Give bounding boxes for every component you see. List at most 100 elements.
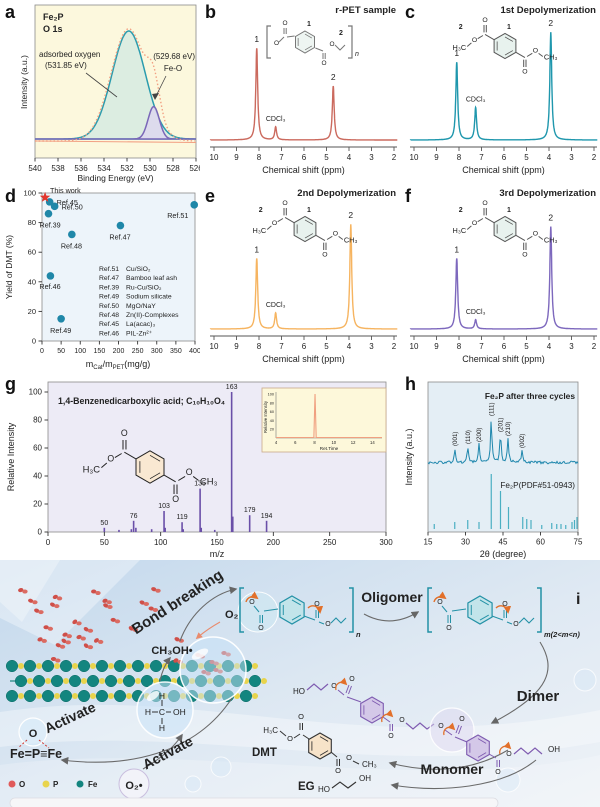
peak-label: CDCl₃ xyxy=(466,309,486,316)
hkl-label: (111) xyxy=(488,402,495,416)
double-bond xyxy=(371,714,381,720)
o2-molecule xyxy=(62,632,68,637)
fe-atom xyxy=(5,659,19,673)
bond xyxy=(293,733,301,739)
double-bond xyxy=(304,33,313,39)
legend-ref: Ref.45 xyxy=(99,321,119,328)
bond xyxy=(303,615,316,621)
annotation-line xyxy=(85,72,118,98)
y-tick-label: 100 xyxy=(29,388,43,397)
x-tick-label: 10 xyxy=(410,342,419,351)
x-tick-label: 6 xyxy=(302,153,307,162)
double-bond xyxy=(304,233,314,239)
o-atom: O xyxy=(346,753,352,762)
o2-molecule xyxy=(76,621,82,626)
bond xyxy=(315,47,324,52)
o-atom: O xyxy=(322,251,327,258)
oxygen-bubble xyxy=(18,717,48,747)
panel-label-a: a xyxy=(5,2,16,22)
legend-p-label: P xyxy=(53,780,59,789)
this-work-star xyxy=(39,191,51,202)
p-atom xyxy=(36,663,42,669)
monomer-arrow-to-eg xyxy=(390,759,537,790)
bond-breaking-arc xyxy=(381,709,394,723)
x-tick-label: 10 xyxy=(210,153,219,162)
annotation: Fe-O xyxy=(164,64,182,73)
bond xyxy=(302,734,310,740)
oligomer-arrow xyxy=(363,611,420,622)
peak-label: CDCl₃ xyxy=(266,116,286,123)
fe-atom xyxy=(41,689,55,703)
legend-ref: Ref.48 xyxy=(99,312,119,319)
peak-label: 2 xyxy=(548,18,553,28)
x-tick-label: 538 xyxy=(51,164,65,173)
o2-molecule xyxy=(87,645,94,650)
inset-trace xyxy=(276,393,382,439)
o-atom: O xyxy=(533,47,538,54)
p-atom xyxy=(90,663,96,669)
o2-label: O₂ xyxy=(225,609,239,621)
fe-atom xyxy=(14,674,28,688)
light-beam xyxy=(0,560,60,622)
bond xyxy=(491,615,504,621)
point-label: Ref.50 xyxy=(62,202,83,211)
double-bond xyxy=(304,45,313,51)
dmt-label: DMT xyxy=(252,747,277,759)
oxygen-atom-label: O xyxy=(29,728,38,740)
p-atom xyxy=(126,693,132,699)
x-tick-label: 45 xyxy=(499,538,508,547)
o2-molecule xyxy=(128,626,134,631)
bond xyxy=(124,451,137,460)
fe-atom xyxy=(95,659,109,673)
ethylene-unit xyxy=(306,683,329,691)
annotation: (529.68 eV) xyxy=(153,52,195,61)
ms-peak-label: 76 xyxy=(130,513,138,520)
fe-atom xyxy=(23,689,37,703)
x-tick-label: 10 xyxy=(410,153,419,162)
o2-molecule xyxy=(37,637,43,642)
data-point xyxy=(50,202,59,211)
o-atom: O xyxy=(333,230,338,237)
legend-o-label: O xyxy=(19,780,25,789)
o2-molecule xyxy=(55,643,61,648)
x-axis-label: Chemical shift (ppm) xyxy=(262,354,345,364)
x-tick-label: 8 xyxy=(457,153,462,162)
bond xyxy=(526,52,533,57)
peak-label: 1 xyxy=(254,34,259,44)
fe-atom xyxy=(86,674,100,688)
compound-title: 1,4-Benzenedicarboxylic acid; C₁₀H₁₀O₄ xyxy=(58,396,225,406)
double-bond xyxy=(477,738,487,744)
x-axis-label: m/z xyxy=(210,549,225,559)
ethylene-unit xyxy=(405,722,435,730)
ms-peak-label: 179 xyxy=(244,507,256,514)
proton-number: 2 xyxy=(339,30,343,37)
o2-molecule xyxy=(59,644,66,649)
fe-atom xyxy=(77,689,91,703)
activate-arrow-to-fepfe xyxy=(60,697,233,765)
hkl-label: (201) xyxy=(498,418,505,432)
o-atom: O xyxy=(459,716,465,723)
proton-number: 1 xyxy=(507,24,511,31)
bond xyxy=(279,730,287,737)
methyl-group: CH₃ xyxy=(344,236,358,245)
fe-atom xyxy=(68,674,82,688)
o-atom: O xyxy=(258,625,264,632)
bond xyxy=(382,716,391,723)
fe-atom xyxy=(248,674,262,688)
peak-label: 2 xyxy=(548,212,553,222)
ms-peak-label: 119 xyxy=(176,514,187,521)
region-name: O 1s xyxy=(43,24,63,34)
fe-atom xyxy=(77,659,91,673)
o-atom: O xyxy=(438,723,444,730)
y-tick-label: 60 xyxy=(28,248,36,257)
x-tick-label: 100 xyxy=(154,538,168,547)
light-beam xyxy=(0,560,140,645)
point-label: Ref.51 xyxy=(167,211,188,220)
fe-atom xyxy=(59,689,73,703)
p-atom xyxy=(18,663,24,669)
arrowhead xyxy=(152,93,159,100)
bond-breaking-arc xyxy=(335,677,348,691)
reference-title: Fe₂P(PDF#51-0943) xyxy=(500,481,575,490)
o2-molecule xyxy=(72,619,78,625)
